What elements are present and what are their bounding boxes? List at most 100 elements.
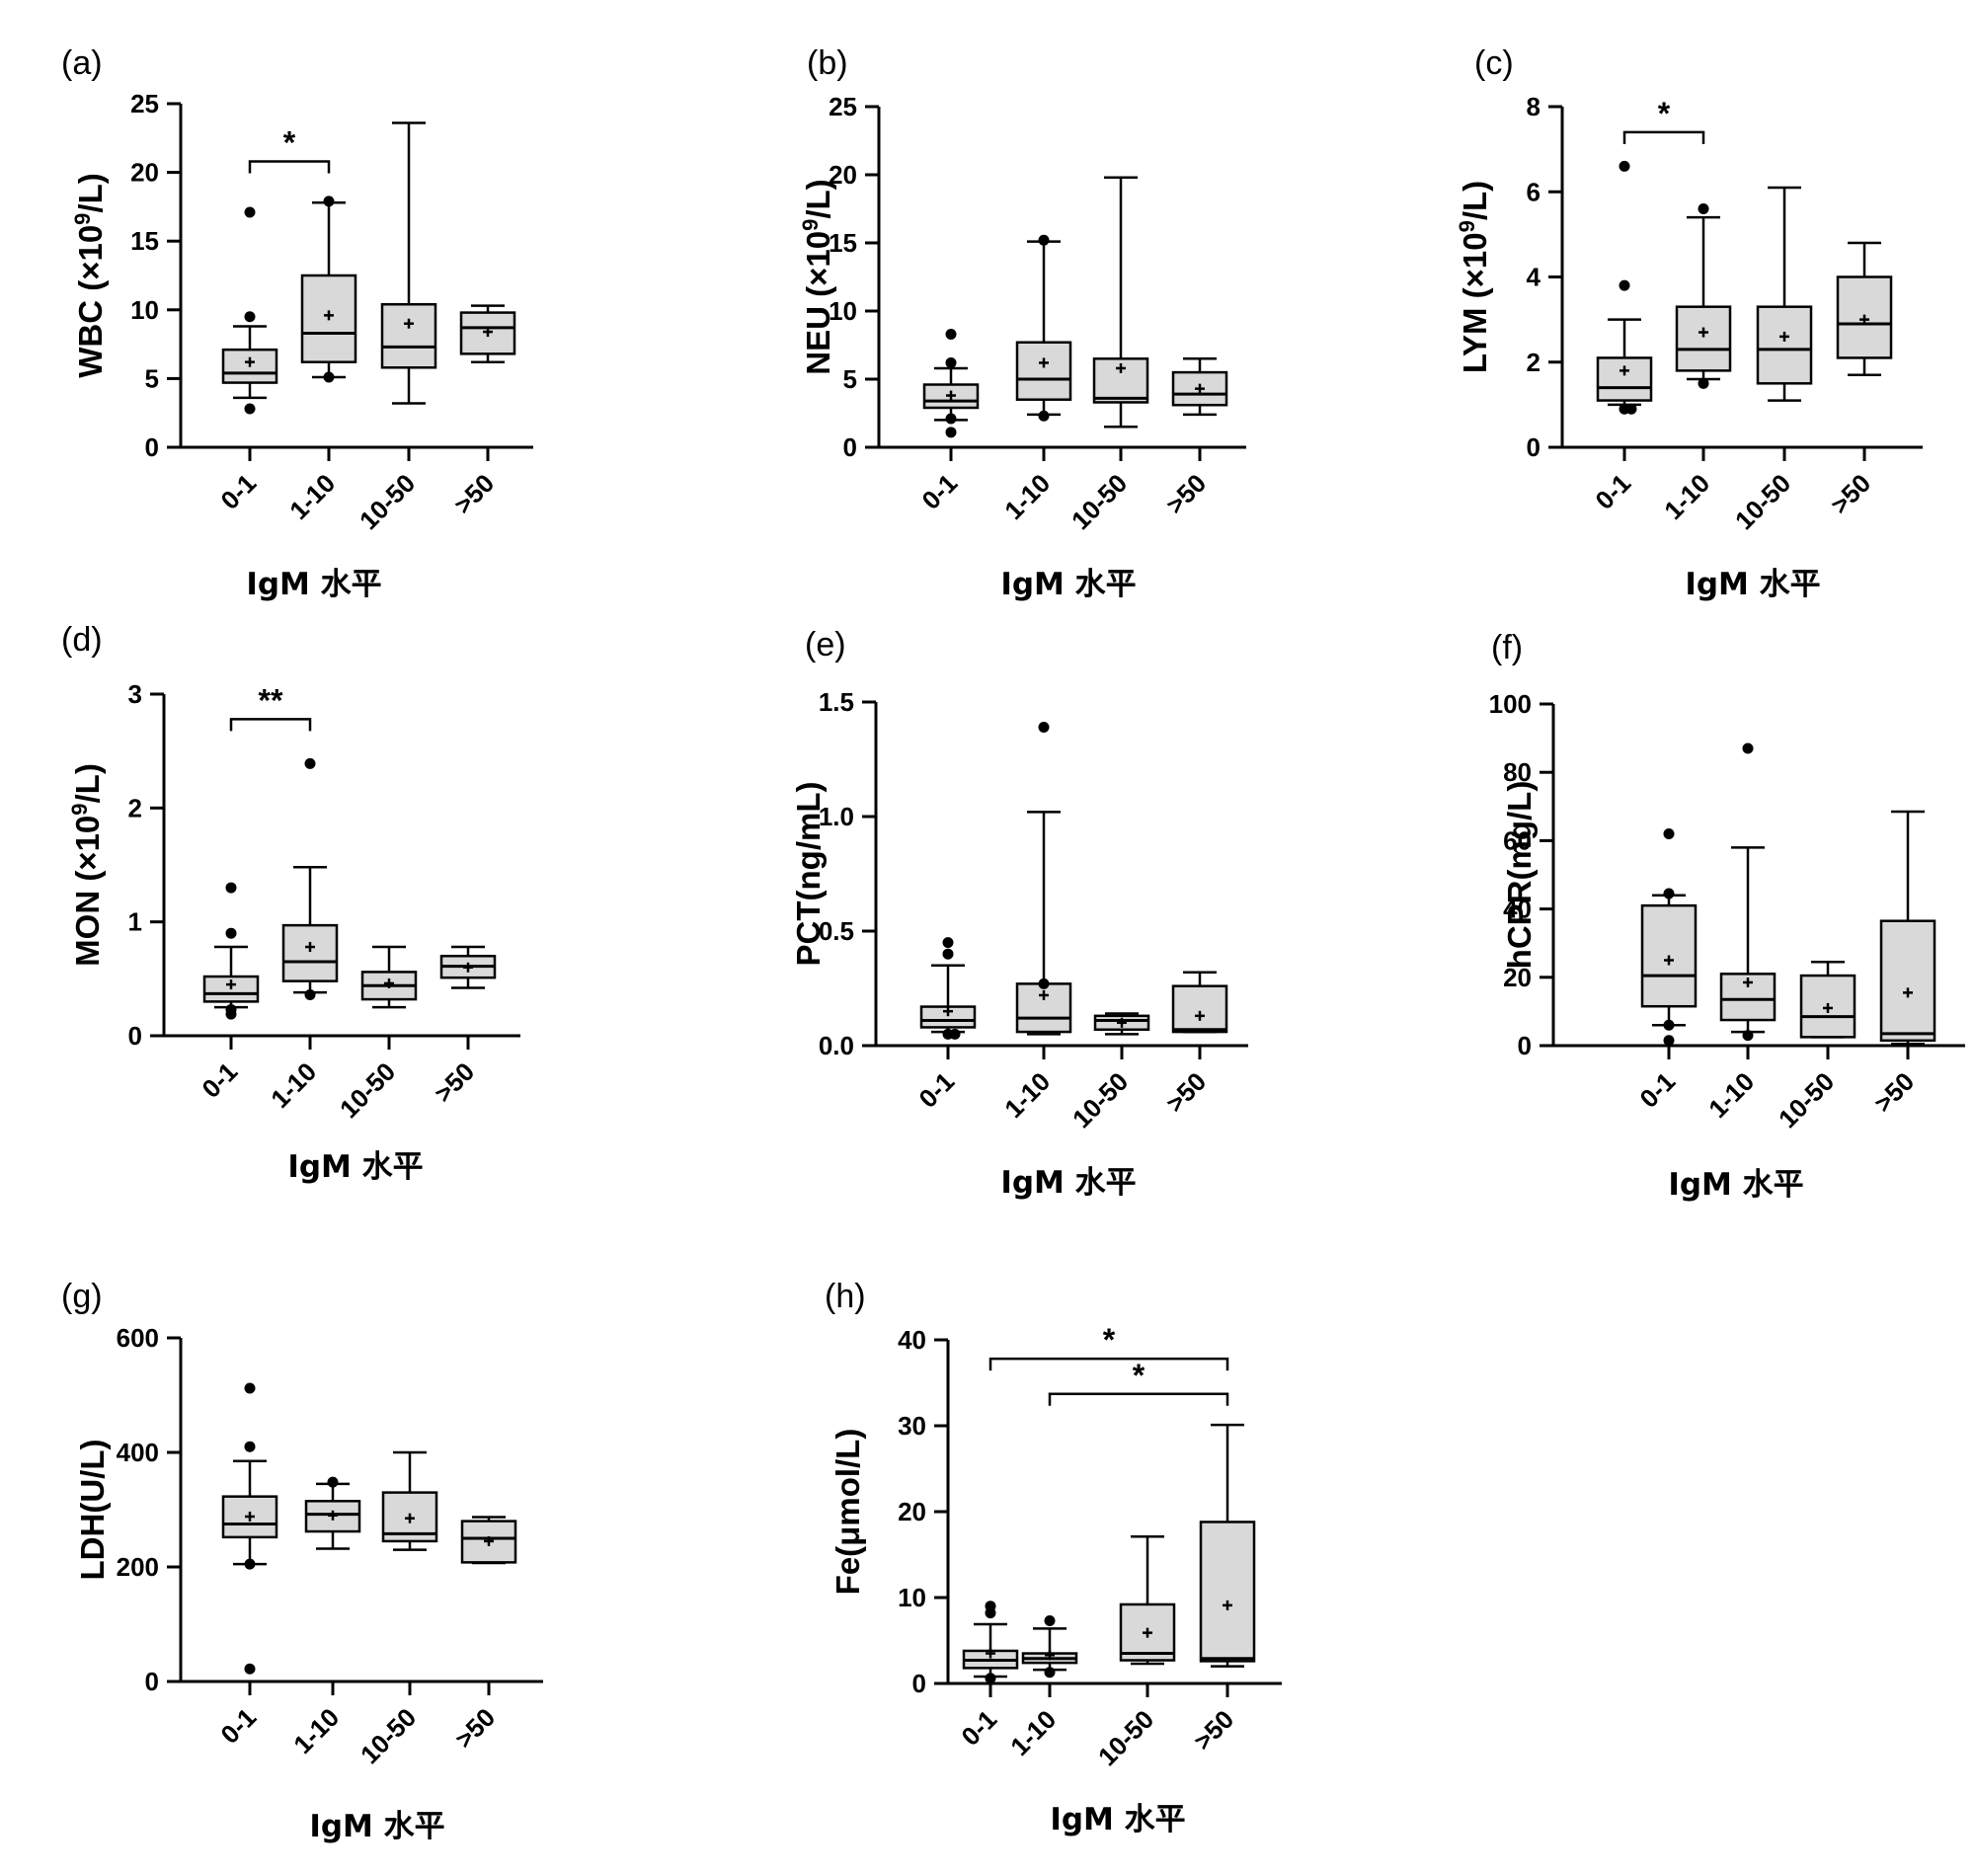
bracket-line	[1622, 130, 1705, 144]
y-tick-label: 20	[130, 158, 159, 188]
box->50	[1171, 357, 1228, 417]
x-tick-label: 0-1	[1633, 1066, 1681, 1114]
x-tick-label: 10-50	[1066, 1066, 1134, 1133]
box-10-50	[1092, 176, 1149, 429]
y-tick-label: 600	[117, 1323, 159, 1353]
x-tick-label: 0-1	[1589, 468, 1636, 515]
y-tick-label: 2	[128, 793, 142, 822]
panel-letter: (h)	[825, 1278, 866, 1315]
x-tick-label: 1-10	[283, 468, 341, 525]
outlier-point	[225, 882, 237, 894]
x-tick-label: 10-50	[1729, 468, 1796, 535]
x-tick-label: 1-10	[1658, 468, 1715, 525]
y-tick-label: 3	[128, 679, 142, 709]
x-tick-label: 1-10	[265, 1056, 322, 1114]
panel-e: (e) 0.0 0.5 1.0 1.5 0-1 1-10 10-50 >50 PCT(ng/mL)…	[790, 626, 1248, 1201]
y-tick-label: 10	[898, 1583, 926, 1612]
y-tick-label: 0	[1527, 432, 1540, 462]
box-1-10	[1675, 203, 1732, 389]
outlier-point	[945, 328, 957, 340]
bracket-line	[988, 1357, 1229, 1371]
outlier-point	[1663, 1035, 1675, 1047]
y-axis-label-main: WBC (×10	[72, 225, 109, 378]
x-tick-label: 1-10	[1004, 1704, 1062, 1761]
y-axis-label-sup: 9	[70, 213, 95, 225]
outlier-point	[1038, 977, 1050, 989]
y-axis-label-sup: 9	[798, 219, 823, 231]
x-tick-label: 10-50	[1092, 1704, 1159, 1771]
y-tick-label: 1.0	[819, 802, 854, 831]
x-axis-label: IgM 水平	[1685, 567, 1820, 602]
y-axis-label-main: Fe(μmol/L)	[830, 1429, 866, 1596]
significance-bracket: **	[229, 682, 312, 732]
box-1-10	[1015, 234, 1072, 422]
significance-label: *	[1103, 1322, 1116, 1358]
outlier-point	[1663, 1019, 1675, 1031]
panel-letter: (g)	[61, 1278, 103, 1315]
outlier-point	[304, 757, 316, 769]
y-axis-label: Fe(μmol/L)	[830, 1429, 866, 1596]
outlier-point	[1038, 722, 1050, 734]
box-10-50	[1799, 960, 1856, 1039]
box-iqr	[281, 923, 339, 982]
box-iqr	[1171, 370, 1228, 407]
y-tick-label: 0	[128, 1021, 142, 1051]
y-tick-label: 200	[117, 1552, 159, 1582]
significance-label: *	[283, 124, 296, 160]
outlier-point	[1698, 377, 1709, 389]
y-tick-label: 0	[1518, 1031, 1532, 1060]
box->50	[1199, 1423, 1256, 1668]
outlier-point	[985, 1673, 996, 1684]
y-axis-label-tail: /L)	[69, 763, 106, 803]
box-0-1	[202, 882, 260, 1020]
outlier-point	[244, 206, 256, 218]
panel-letter: (c)	[1474, 44, 1514, 82]
x-axis-label: IgM 水平	[1000, 1165, 1136, 1201]
box-10-50	[360, 945, 418, 1009]
box-0-1	[1596, 160, 1653, 415]
outlier-point	[1742, 1030, 1754, 1042]
box-iqr	[1756, 305, 1813, 385]
y-tick-label: 30	[898, 1411, 926, 1441]
outlier-point	[942, 937, 954, 949]
x-tick-label: 10-50	[354, 468, 421, 535]
significance-bracket: *	[988, 1322, 1229, 1371]
box->50	[459, 304, 516, 363]
y-tick-label: 20	[898, 1497, 926, 1526]
y-axis-label-main: PCT(ng/mL)	[790, 782, 827, 967]
x-tick-label: 1-10	[287, 1702, 345, 1759]
x-tick-label: 1-10	[998, 1066, 1056, 1124]
outlier-point	[985, 1601, 996, 1612]
box-0-1	[221, 1382, 278, 1675]
y-axis-label-tail: /L)	[800, 179, 836, 218]
y-tick-label: 15	[829, 228, 857, 258]
y-axis-label: NEU (×109/L)	[798, 179, 836, 374]
box-1-10	[1015, 722, 1072, 1036]
outlier-point	[1044, 1614, 1056, 1626]
box-1-10	[304, 1476, 361, 1550]
box->50	[439, 945, 497, 989]
outlier-point	[1663, 888, 1675, 899]
x-tick-label: 0-1	[915, 468, 963, 515]
y-tick-label: 4	[1527, 263, 1541, 292]
y-tick-label: 0	[912, 1669, 926, 1698]
outlier-point	[327, 1476, 339, 1488]
bracket-line	[229, 718, 312, 732]
y-tick-label: 6	[1527, 177, 1540, 206]
box-0-1	[221, 206, 278, 415]
panel-letter: (a)	[61, 44, 103, 82]
significance-bracket: *	[248, 124, 331, 174]
box-0-1	[962, 1601, 1019, 1684]
outlier-point	[244, 1663, 256, 1675]
outlier-point	[942, 948, 954, 960]
y-tick-label: 20	[829, 160, 857, 190]
panel-f: (f) 0 20 40 60 80 100 0-1 1-10 10-50 >50 hCPR(mg/L)…	[1489, 629, 1965, 1203]
bracket-line	[1048, 1392, 1229, 1406]
x-tick-label: 10-50	[1773, 1066, 1840, 1133]
y-axis-label: LYM (×109/L)	[1455, 181, 1493, 373]
y-axis-label-sup: 9	[67, 803, 92, 815]
panel-g: (g) 0 200 400 600 0-1 1-10 10-50 >50 LDH(U/L) IgM …	[61, 1278, 543, 1844]
y-axis-label: PCT(ng/mL)	[790, 782, 827, 967]
box-1-10	[1719, 743, 1777, 1042]
x-axis-label: IgM 水平	[1000, 567, 1136, 602]
